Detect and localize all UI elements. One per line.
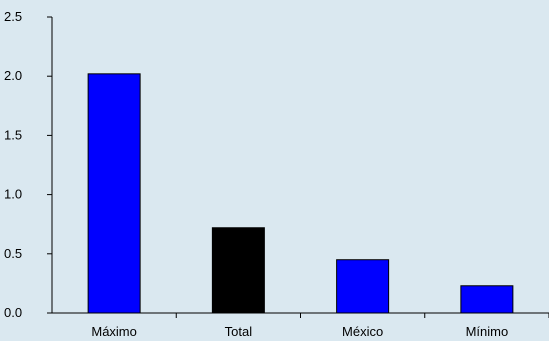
x-axis-ticks: Máximo Total México Mínimo xyxy=(91,313,549,339)
y-tick-label: 2.5 xyxy=(4,9,22,24)
y-tick-label: 1.0 xyxy=(4,187,22,202)
bar-1 xyxy=(212,228,264,313)
bar-2 xyxy=(337,260,389,313)
y-tick-label: 0.5 xyxy=(4,246,22,261)
x-category-label: Máximo xyxy=(91,324,137,339)
bars xyxy=(88,74,513,313)
y-tick-label: 2.0 xyxy=(4,68,22,83)
x-category-label: Mínimo xyxy=(466,324,509,339)
y-axis-ticks: 0.0 0.5 1.0 1.5 2.0 2.5 xyxy=(4,9,52,320)
y-tick-label: 1.5 xyxy=(4,127,22,142)
bar-0 xyxy=(88,74,140,313)
bar-3 xyxy=(461,286,513,313)
x-category-label: México xyxy=(342,324,383,339)
x-category-label: Total xyxy=(225,324,253,339)
y-tick-label: 0.0 xyxy=(4,305,22,320)
